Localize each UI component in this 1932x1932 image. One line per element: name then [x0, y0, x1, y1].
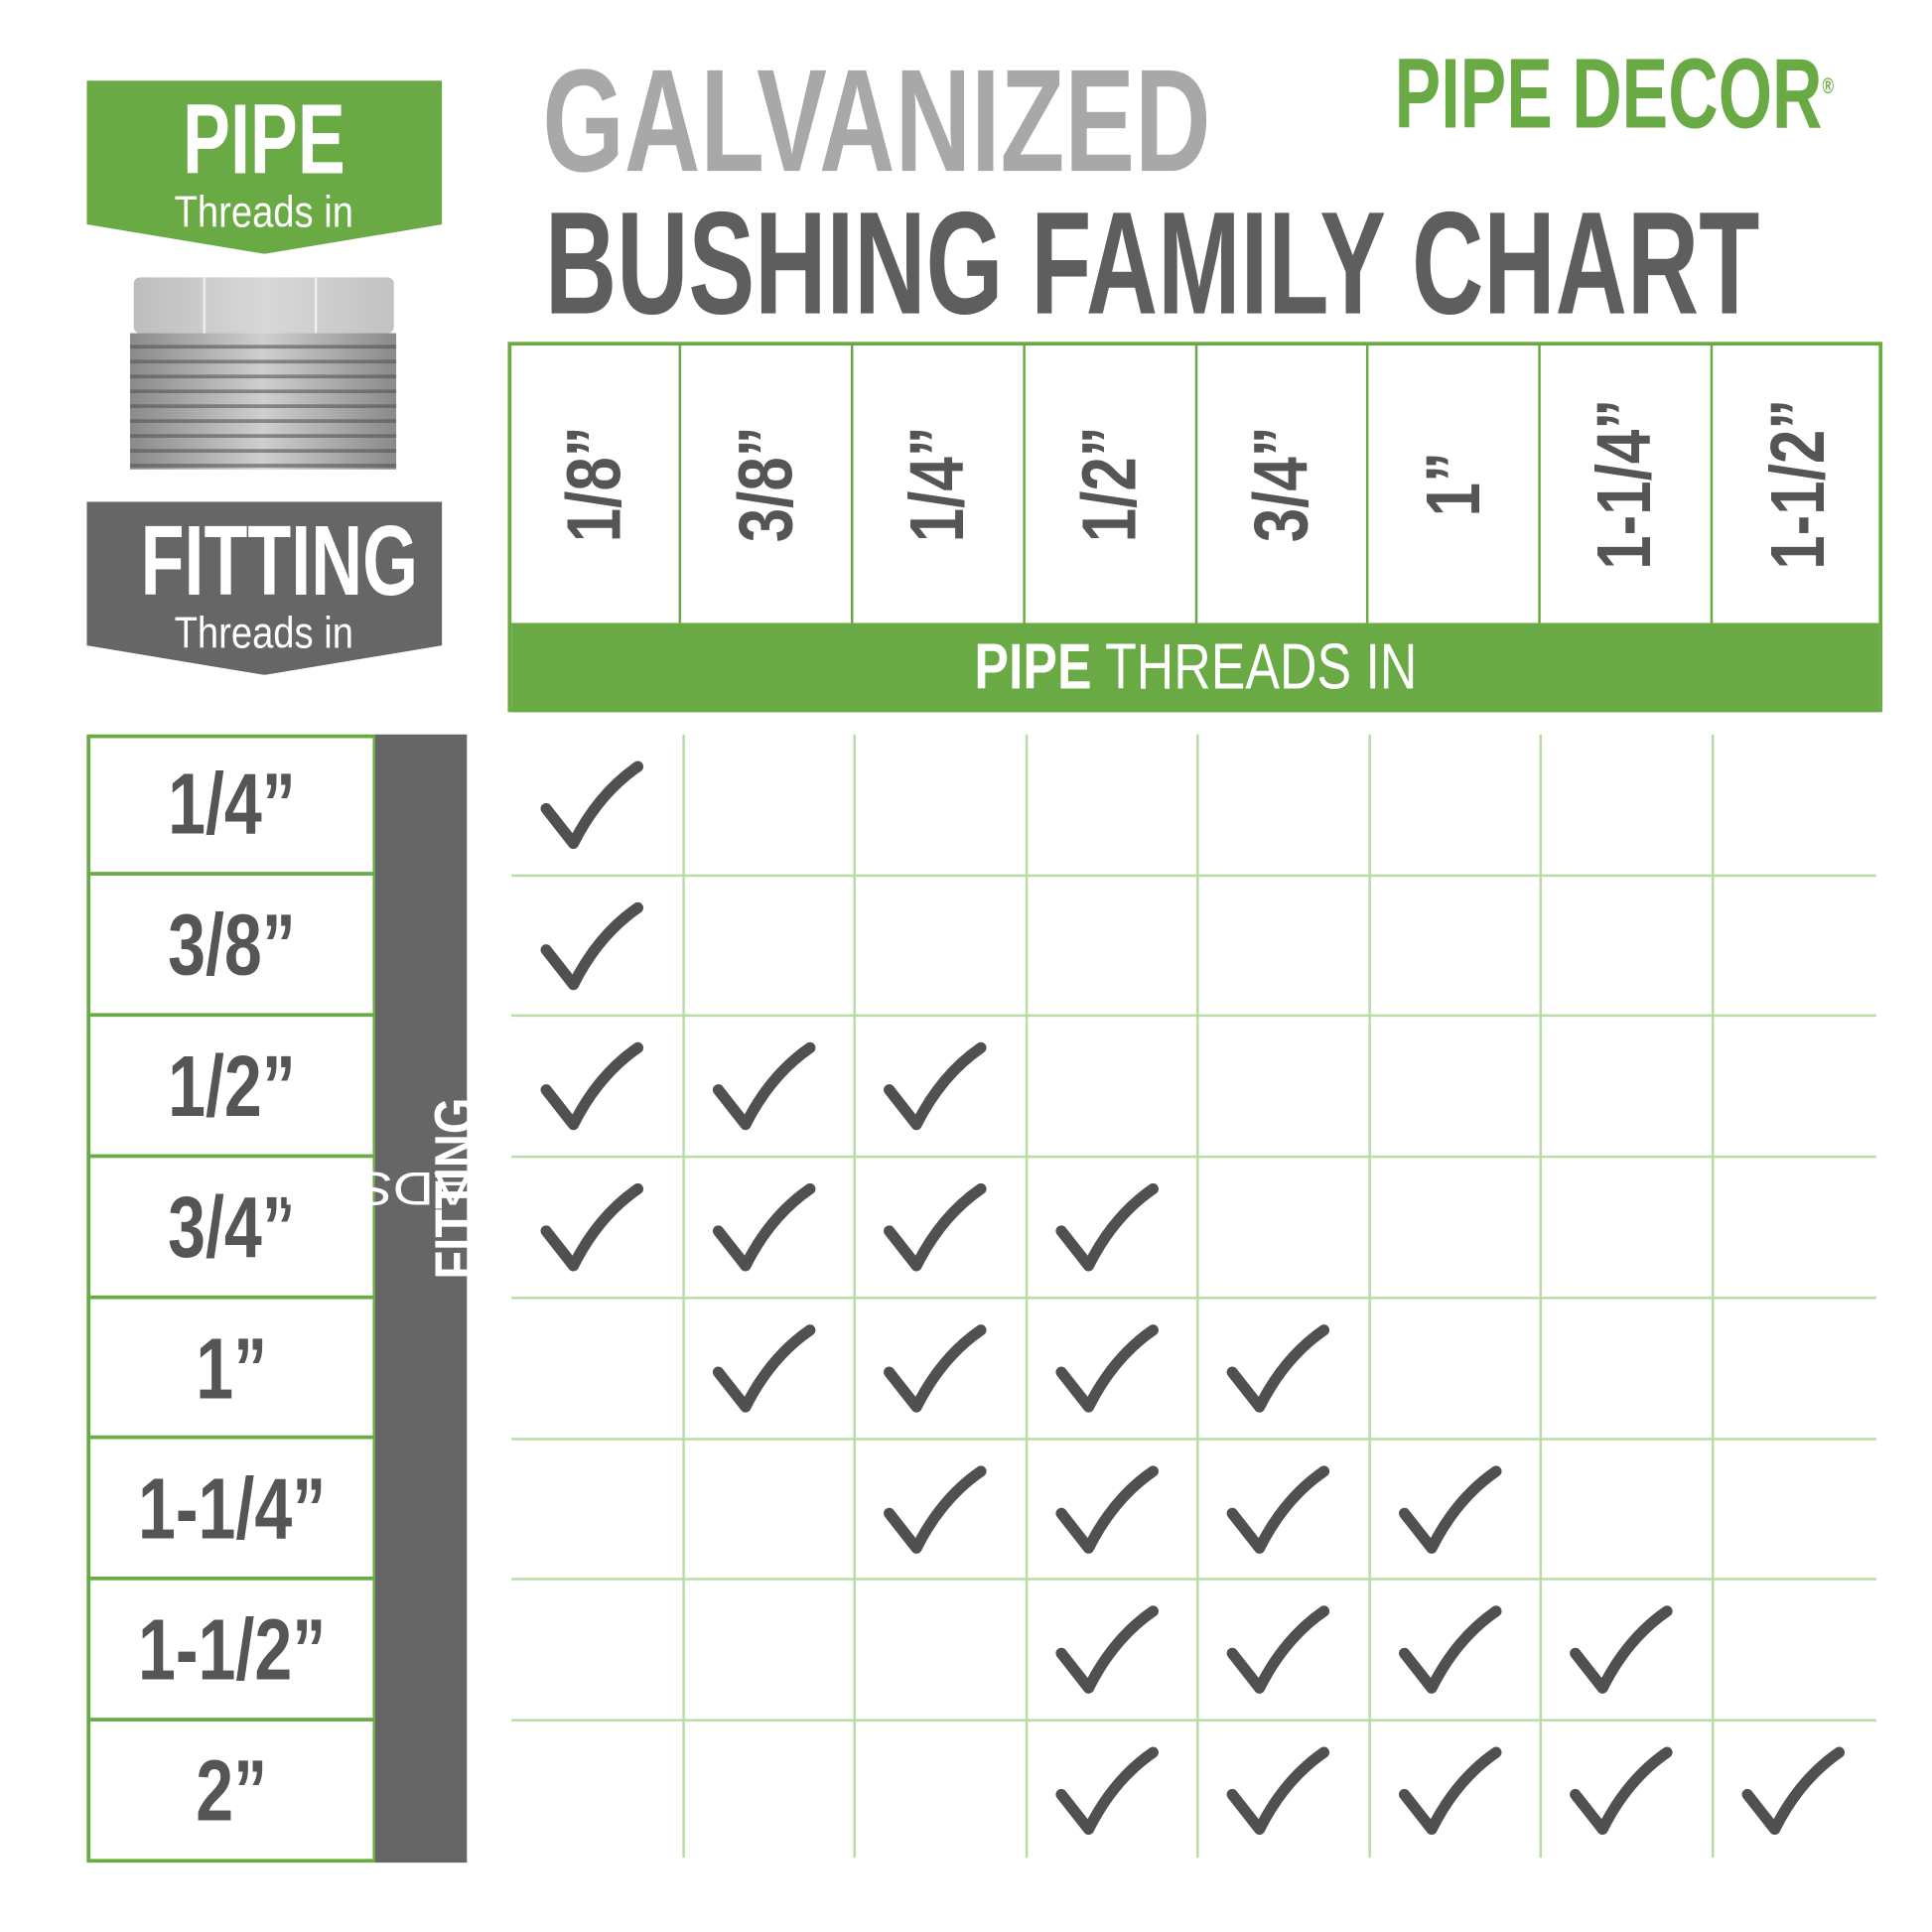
check-icon — [1054, 1605, 1159, 1695]
grid-line — [511, 1437, 1876, 1441]
row-header-label: 1-1/4” — [137, 1460, 326, 1558]
check-icon — [1570, 1746, 1673, 1835]
column-header: 3/8” — [681, 345, 854, 623]
title-line-1: GALVANIZED — [542, 39, 1211, 204]
fitting-legend-title: FITTING — [140, 504, 419, 616]
grid-line — [511, 874, 1876, 877]
column-header: 1/8” — [509, 345, 682, 623]
row-header: 1/2” — [90, 1017, 373, 1158]
row-header-label: 1/2” — [167, 1037, 296, 1135]
check-icon — [1054, 1464, 1159, 1554]
row-header-label: 1-1/2” — [137, 1601, 326, 1699]
fitting-legend-subtitle: Threads in — [175, 607, 354, 658]
grid-line — [511, 1296, 1876, 1300]
grid-line — [511, 1015, 1876, 1018]
row-header: 3/4” — [90, 1158, 373, 1299]
column-header-label: 3/4” — [1238, 426, 1324, 543]
row-header-label: 1/4” — [167, 755, 296, 853]
grid-line — [511, 1719, 1876, 1722]
check-icon — [884, 1183, 987, 1272]
check-icon — [712, 1323, 815, 1413]
column-header-label: 3/8” — [723, 426, 809, 543]
row-header: 1-1/4” — [90, 1440, 373, 1582]
column-header-label: 1-1/4” — [1583, 398, 1669, 570]
column-header: 1” — [1369, 345, 1541, 623]
row-header: 1” — [90, 1299, 373, 1440]
row-header: 2” — [90, 1722, 372, 1863]
grid-line — [681, 734, 685, 1859]
check-icon — [1398, 1746, 1501, 1835]
pipe-legend-banner: PIPE Threads in — [86, 80, 443, 254]
check-icon — [1226, 1464, 1330, 1554]
check-icon — [1226, 1746, 1330, 1835]
column-header: 1-1/2” — [1713, 345, 1884, 622]
row-header-label: 2” — [196, 1742, 268, 1840]
check-icon — [884, 1323, 987, 1413]
title-line-2: BUSHING FAMILY CHART — [544, 182, 1760, 346]
grid-line — [1196, 734, 1199, 1859]
fitting-threads-in-label: FITTING THREADS IN — [282, 734, 627, 1863]
column-header: 1/4” — [853, 345, 1026, 623]
row-header: 1/4” — [90, 735, 373, 876]
check-icon — [884, 1042, 987, 1131]
check-icon — [1226, 1323, 1330, 1413]
row-header: 3/8” — [90, 876, 373, 1017]
grid-line — [1711, 734, 1714, 1859]
row-header-label: 3/4” — [167, 1178, 296, 1276]
check-icon — [540, 1042, 644, 1131]
grid-line — [1539, 734, 1543, 1859]
check-icon — [712, 1183, 815, 1272]
column-header: 1-1/4” — [1541, 345, 1713, 623]
grid-line — [1025, 734, 1028, 1859]
check-icon — [1054, 1323, 1159, 1413]
pipe-decor-logo: PIPE DECOR® — [1394, 38, 1835, 149]
pipe-legend-title: PIPE — [183, 83, 346, 195]
check-icon — [1226, 1605, 1330, 1695]
check-icon — [1398, 1605, 1501, 1695]
bushing-image — [129, 277, 397, 470]
column-header: 1/2” — [1026, 345, 1197, 623]
row-header: 1-1/2” — [90, 1581, 373, 1723]
check-icon — [540, 760, 644, 850]
fitting-size-rows: 1/4” 3/8” 1/2” 3/4” 1” 1-1/4” 1-1/2” 2” — [86, 734, 377, 1863]
check-icon — [1740, 1746, 1845, 1835]
check-icon — [1398, 1464, 1501, 1554]
grid-line — [853, 734, 856, 1859]
check-icon — [540, 1183, 644, 1272]
grid-line — [511, 1578, 1876, 1581]
column-header-label: 1/2” — [1066, 426, 1153, 543]
row-header-label: 3/8” — [167, 896, 296, 994]
column-header-label: 1-1/2” — [1755, 398, 1842, 570]
pipe-threads-in-label: PIPE THREADS IN — [511, 622, 1879, 713]
check-icon — [540, 901, 644, 990]
fitting-legend-banner: FITTING Threads in — [86, 501, 443, 675]
row-header-label: 1” — [196, 1319, 268, 1417]
column-header-label: 1” — [1410, 452, 1497, 517]
grid-line — [1367, 734, 1371, 1859]
check-icon — [884, 1464, 987, 1554]
check-icon — [1054, 1746, 1159, 1835]
grid-line — [511, 1155, 1876, 1159]
column-header: 3/4” — [1197, 345, 1369, 623]
check-icon — [1570, 1605, 1673, 1695]
column-header-label: 1/4” — [895, 426, 981, 543]
check-icon — [712, 1042, 815, 1131]
check-icon — [1054, 1183, 1159, 1272]
pipe-legend-subtitle: Threads in — [175, 186, 354, 237]
pipe-size-header: 1/8” 3/8” 1/4” 1/2” 3/4” 1” 1-1/4” 1-1/2” PIPE … — [507, 342, 1884, 713]
column-header-label: 1/8” — [551, 426, 637, 543]
compatibility-grid — [511, 734, 1876, 1862]
